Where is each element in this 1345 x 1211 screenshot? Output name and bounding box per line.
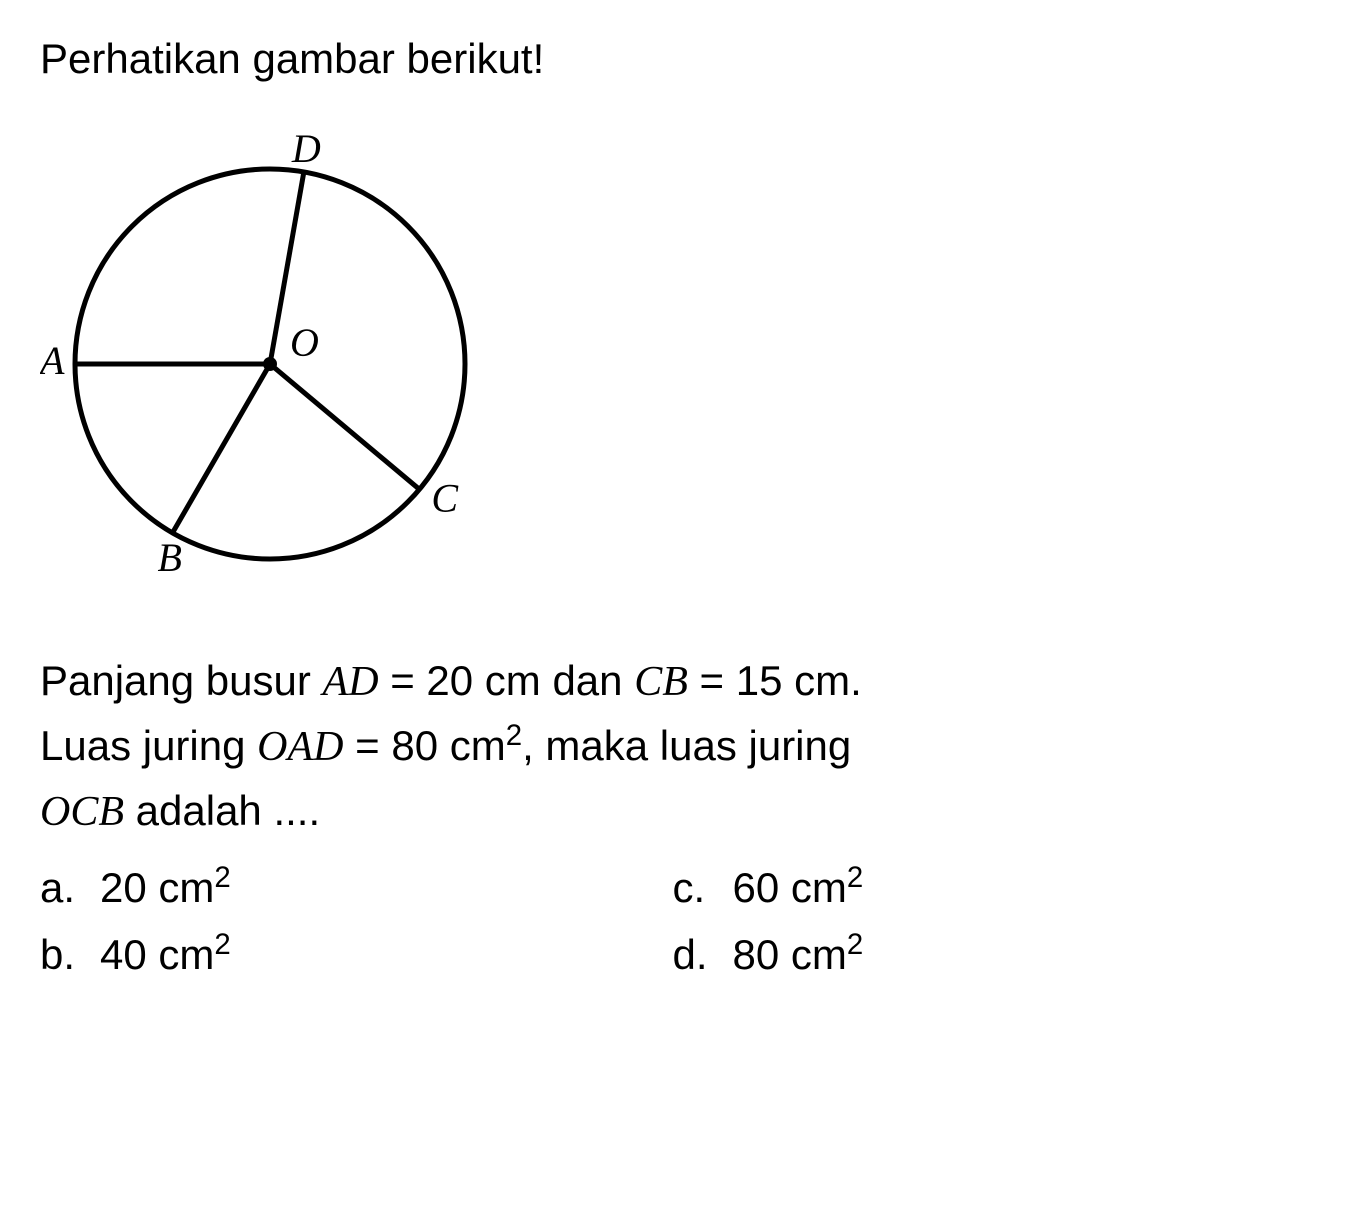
var-cb: CB [634,659,688,705]
svg-text:D: D [291,126,321,171]
text-segment: adalah .... [124,787,320,834]
superscript: 2 [506,719,522,752]
question-body: Panjang busur AD = 20 cm dan CB = 15 cm.… [40,649,1305,844]
var-oad: OAD [257,724,343,770]
var-ad: AD [323,659,379,705]
text-segment: = 15 cm. [688,657,862,704]
answer-options: a. 20 cm2 b. 40 cm2 c. 60 cm2 d. 80 cm2 [40,854,1305,988]
option-letter: b. [40,921,100,988]
option-value: 60 cm2 [733,854,864,921]
option-value: 20 cm2 [100,854,231,921]
option-d: d. 80 cm2 [673,921,1306,988]
circle-diagram: D A B C O [40,104,1305,629]
option-letter: d. [673,921,733,988]
text-segment: = 80 cm [343,722,505,769]
option-b: b. 40 cm2 [40,921,673,988]
text-segment: , maka luas juring [522,722,851,769]
svg-text:B: B [158,535,182,580]
text-segment: = 20 cm dan [379,657,635,704]
var-ocb: OCB [40,789,124,835]
option-letter: a. [40,854,100,921]
text-segment: Panjang busur [40,657,323,704]
svg-text:C: C [431,475,459,520]
svg-text:O: O [290,320,319,365]
question-intro: Perhatikan gambar berikut! [40,30,1305,89]
option-value: 40 cm2 [100,921,231,988]
option-letter: c. [673,854,733,921]
option-a: a. 20 cm2 [40,854,673,921]
option-c: c. 60 cm2 [673,854,1306,921]
option-value: 80 cm2 [733,921,864,988]
svg-text:A: A [40,338,65,383]
text-segment: Luas juring [40,722,257,769]
